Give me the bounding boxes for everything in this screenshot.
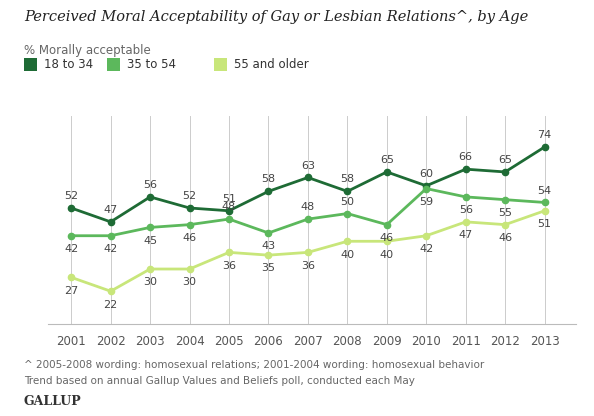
Text: 36: 36 bbox=[222, 261, 236, 271]
Text: 51: 51 bbox=[538, 219, 552, 229]
Text: 42: 42 bbox=[103, 244, 118, 254]
Text: 48: 48 bbox=[301, 202, 315, 212]
Text: 66: 66 bbox=[459, 152, 473, 162]
Text: % Morally acceptable: % Morally acceptable bbox=[24, 44, 150, 57]
Text: 52: 52 bbox=[182, 191, 197, 201]
Text: 65: 65 bbox=[380, 155, 394, 165]
Text: 42: 42 bbox=[64, 244, 78, 254]
Text: 45: 45 bbox=[143, 236, 157, 246]
Text: 47: 47 bbox=[459, 230, 473, 240]
Text: 54: 54 bbox=[538, 186, 552, 196]
Text: 58: 58 bbox=[340, 174, 355, 184]
Text: 22: 22 bbox=[103, 300, 118, 310]
Text: 40: 40 bbox=[380, 250, 394, 260]
Text: 56: 56 bbox=[459, 205, 473, 215]
Text: 46: 46 bbox=[182, 233, 197, 243]
Text: 30: 30 bbox=[143, 277, 157, 287]
Text: 65: 65 bbox=[498, 155, 512, 165]
Text: 52: 52 bbox=[64, 191, 78, 201]
Text: ^ 2005-2008 wording: homosexual relations; 2001-2004 wording: homosexual behavio: ^ 2005-2008 wording: homosexual relation… bbox=[24, 360, 484, 370]
Text: 46: 46 bbox=[380, 233, 394, 243]
Text: 30: 30 bbox=[182, 277, 197, 287]
Text: Trend based on annual Gallup Values and Beliefs poll, conducted each May: Trend based on annual Gallup Values and … bbox=[24, 376, 415, 386]
Text: 55 and older: 55 and older bbox=[234, 58, 309, 71]
Text: 59: 59 bbox=[419, 197, 434, 207]
Text: 60: 60 bbox=[419, 169, 433, 179]
Text: 40: 40 bbox=[340, 250, 355, 260]
Text: 74: 74 bbox=[538, 130, 552, 140]
Text: 18 to 34: 18 to 34 bbox=[44, 58, 93, 71]
Text: 43: 43 bbox=[261, 241, 276, 251]
Text: 56: 56 bbox=[143, 180, 157, 190]
Text: 42: 42 bbox=[419, 244, 434, 254]
Text: 63: 63 bbox=[301, 161, 315, 171]
Text: 27: 27 bbox=[64, 286, 78, 296]
Text: 35: 35 bbox=[261, 263, 276, 273]
Text: Perceived Moral Acceptability of Gay or Lesbian Relations^, by Age: Perceived Moral Acceptability of Gay or … bbox=[24, 10, 528, 25]
Text: 36: 36 bbox=[301, 261, 315, 271]
Text: 55: 55 bbox=[498, 208, 512, 218]
Text: 48: 48 bbox=[222, 202, 236, 212]
Text: 47: 47 bbox=[103, 205, 118, 215]
Text: 50: 50 bbox=[340, 197, 355, 207]
Text: GALLUP: GALLUP bbox=[24, 395, 81, 408]
Text: 46: 46 bbox=[498, 233, 512, 243]
Text: 35 to 54: 35 to 54 bbox=[127, 58, 176, 71]
Text: 58: 58 bbox=[261, 174, 276, 184]
Text: 51: 51 bbox=[222, 194, 236, 204]
